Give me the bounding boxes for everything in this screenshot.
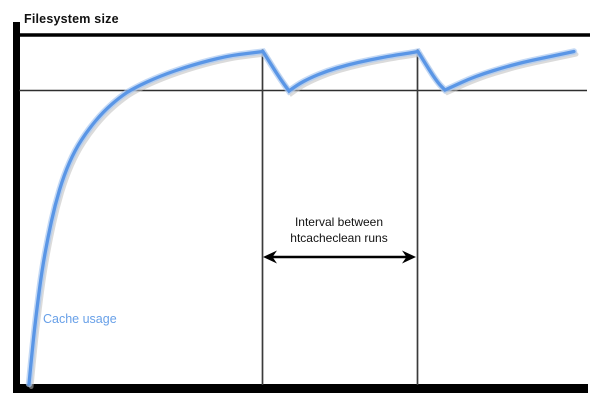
cache-usage-curve bbox=[27, 49, 576, 386]
interval-arrow-right-head bbox=[402, 250, 416, 264]
filesystem-size-label: Filesystem size bbox=[24, 12, 119, 26]
interval-annotation: Interval between htcacheclean runs bbox=[254, 214, 424, 246]
interval-annotation-line1: Interval between bbox=[294, 215, 384, 229]
interval-annotation-line2: htcacheclean runs bbox=[290, 231, 388, 245]
cache-usage-label: Cache usage bbox=[43, 312, 117, 326]
x-axis-bar bbox=[13, 384, 588, 393]
interval-arrow-left-head bbox=[263, 250, 277, 264]
y-axis-bar bbox=[13, 22, 20, 393]
